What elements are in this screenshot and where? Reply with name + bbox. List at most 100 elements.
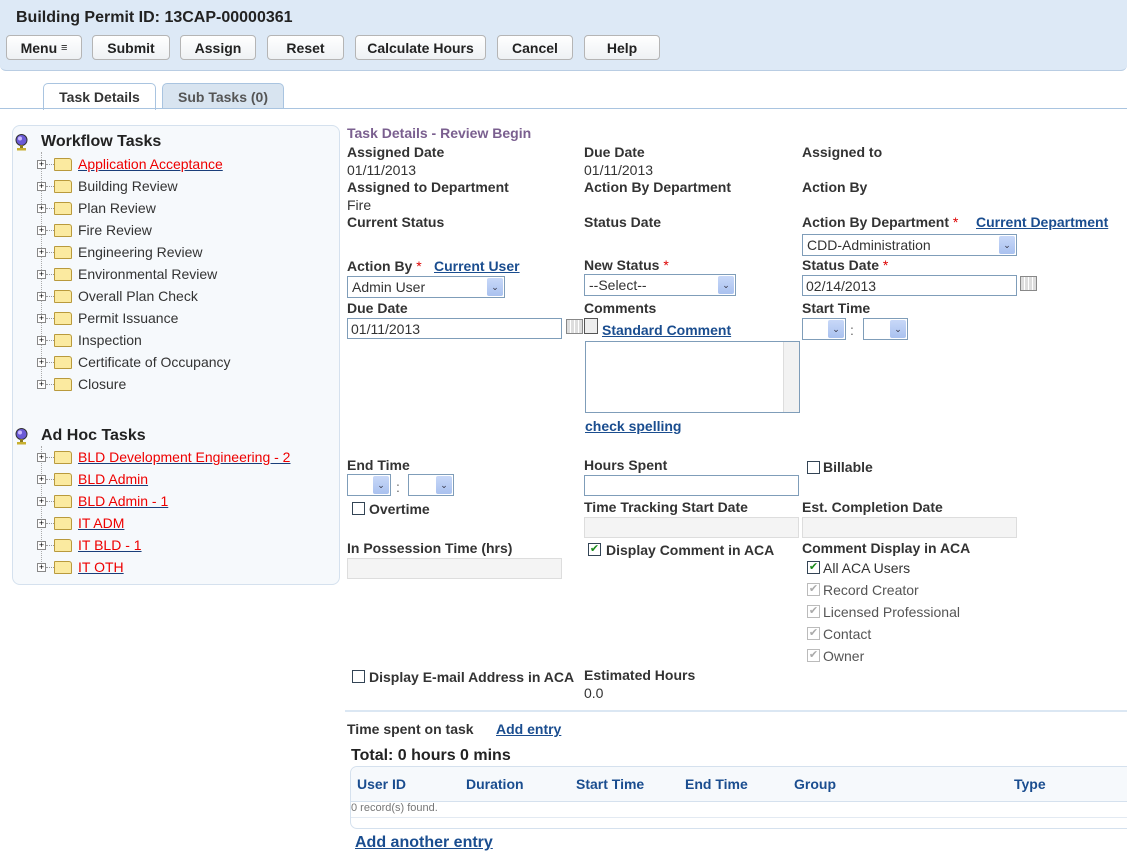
calendar-icon[interactable] [566,319,583,334]
expand-icon[interactable]: + [37,451,46,462]
tab-sub-tasks[interactable]: Sub Tasks (0) [162,83,284,109]
add-another-entry-link[interactable]: Add another entry [355,834,493,851]
tree-item-label[interactable]: Permit Issuance [78,310,179,326]
expand-icon[interactable]: + [37,202,46,213]
column-header[interactable]: Start Time [576,776,645,792]
submit-button[interactable]: Submit [92,35,170,60]
calculate-hours-button[interactable]: Calculate Hours [355,35,486,60]
tree-item[interactable]: + Application Acceptance [37,155,223,173]
comment-template-icon[interactable] [584,318,598,334]
status-date-input[interactable]: 02/14/2013 [802,275,1017,296]
expand-icon[interactable]: + [37,561,46,572]
column-header[interactable]: User ID [357,776,407,792]
overtime-checkbox[interactable] [352,502,365,515]
tree-item-label[interactable]: BLD Development Engineering - 2 [78,449,291,465]
expand-icon[interactable]: + [37,158,46,169]
tree-item-label[interactable]: Engineering Review [78,244,203,260]
expand-icon[interactable]: + [37,517,46,528]
action-by-dept-select[interactable]: CDD-Administration ⌄ [802,234,1017,256]
new-status-select[interactable]: --Select-- ⌄ [584,274,736,296]
check-spelling-link[interactable]: check spelling [585,418,682,434]
tree-item-label[interactable]: Fire Review [78,222,152,238]
tab-task-details[interactable]: Task Details [43,83,156,110]
expand-icon[interactable]: + [37,356,46,367]
tree-item-label[interactable]: Application Acceptance [78,156,223,172]
hours-spent-input[interactable] [584,475,799,496]
tree-item[interactable]: + BLD Admin - 1 [37,492,168,510]
expand-icon[interactable]: + [37,246,46,257]
billable-label: Billable [823,459,873,475]
tree-item-label[interactable]: IT ADM [78,515,125,531]
tree-item[interactable]: + Permit Issuance [37,309,178,327]
add-entry-link[interactable]: Add entry [496,721,562,737]
tree-item-label[interactable]: IT OTH [78,559,124,575]
tree-item-label[interactable]: Overall Plan Check [78,288,198,304]
column-header[interactable]: End Time [685,776,748,792]
tree-item-label[interactable]: Inspection [78,332,142,348]
tree-item[interactable]: + Overall Plan Check [37,287,198,305]
expand-icon[interactable]: + [37,290,46,301]
expand-icon[interactable]: + [37,224,46,235]
current-user-link[interactable]: Current User [434,258,520,274]
tree-connector [46,544,54,546]
tree-item[interactable]: + IT OTH [37,558,124,576]
comment-display-checkbox[interactable]: ✔ [807,561,820,574]
expand-icon[interactable]: + [37,495,46,506]
display-email-checkbox[interactable] [352,670,365,683]
calendar-icon[interactable] [1020,276,1037,291]
tree-item[interactable]: + BLD Admin [37,470,148,488]
column-header[interactable]: Type [1014,776,1046,792]
action-by-select[interactable]: Admin User ⌄ [347,276,505,298]
help-button[interactable]: Help [584,35,660,60]
tree-item-label[interactable]: Building Review [78,178,178,194]
column-header[interactable]: Group [794,776,836,792]
start-minute-select[interactable]: ⌄ [863,318,908,340]
est-completion-label: Est. Completion Date [802,499,943,515]
cancel-button[interactable]: Cancel [497,35,573,60]
workflow-tasks-heading: Workflow Tasks [41,133,162,150]
expand-icon[interactable]: + [37,268,46,279]
end-minute-select[interactable]: ⌄ [408,474,454,496]
tree-item[interactable]: + Certificate of Occupancy [37,353,231,371]
column-header[interactable]: Duration [466,776,524,792]
tree-item-label[interactable]: BLD Admin [78,471,149,487]
scrollbar[interactable] [783,342,799,412]
comments-textarea[interactable] [585,341,800,413]
standard-comment-link[interactable]: Standard Comment [602,322,732,338]
tree-item[interactable]: + Building Review [37,177,178,195]
expand-icon[interactable]: + [37,539,46,550]
tree-item[interactable]: + Plan Review [37,199,156,217]
display-comment-checkbox[interactable]: ✔ [588,543,601,556]
start-hour-select[interactable]: ⌄ [802,318,846,340]
tree-item[interactable]: + IT BLD - 1 [37,536,142,554]
tree-item-label[interactable]: BLD Admin - 1 [78,493,169,509]
tree-item[interactable]: + IT ADM [37,514,124,532]
comment-display-option-label: Owner [823,648,865,664]
expand-icon[interactable]: + [37,378,46,389]
end-hour-select[interactable]: ⌄ [347,474,391,496]
tree-item[interactable]: + Fire Review [37,221,152,239]
tree-item-label[interactable]: Certificate of Occupancy [78,354,231,370]
tree-item-label[interactable]: Plan Review [78,200,156,216]
comment-display-checkbox: ✔ [807,627,820,640]
tree-item[interactable]: + Closure [37,375,126,393]
expand-icon[interactable]: + [37,334,46,345]
due-date-input[interactable]: 01/11/2013 [347,318,562,339]
tree-item-label[interactable]: Closure [78,376,127,392]
billable-checkbox[interactable] [807,461,820,474]
expand-icon[interactable]: + [37,180,46,191]
expand-icon[interactable]: + [37,473,46,484]
expand-icon[interactable]: + [37,312,46,323]
tree-item-label[interactable]: IT BLD - 1 [78,537,142,553]
tree-item[interactable]: + Inspection [37,331,142,349]
reset-button[interactable]: Reset [267,35,344,60]
tree-item[interactable]: + BLD Development Engineering - 2 [37,448,290,466]
assign-button[interactable]: Assign [180,35,256,60]
comment-display-option-label: Record Creator [823,582,919,598]
folder-icon [54,311,72,325]
tree-item[interactable]: + Environmental Review [37,265,217,283]
current-department-link[interactable]: Current Department [976,214,1109,230]
tree-item-label[interactable]: Environmental Review [78,266,218,282]
tree-item[interactable]: + Engineering Review [37,243,203,261]
menu-button[interactable]: Menu ≡ [6,35,82,60]
